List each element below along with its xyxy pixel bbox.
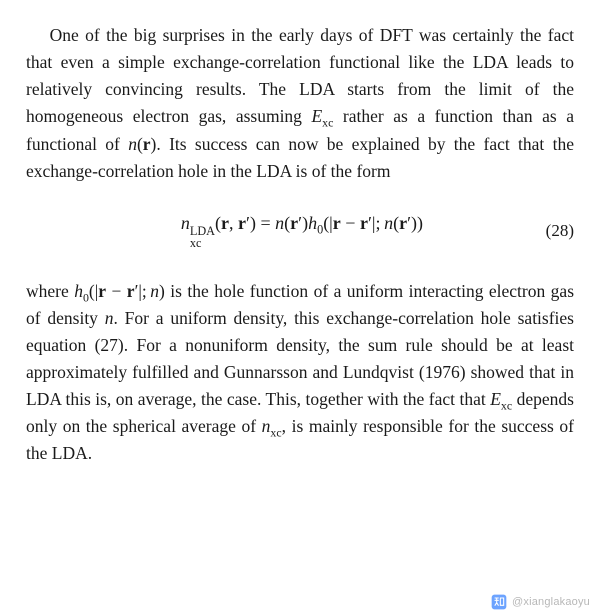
watermark: @xianglakaoyu <box>491 594 590 610</box>
paragraph-1: One of the big surprises in the early da… <box>26 22 574 185</box>
zhihu-logo-icon <box>491 594 507 610</box>
equation-block: nLDAxc(r, r′) = n(r′)h0(|r − r′|; n(r′))… <box>26 213 574 250</box>
equation-28: nLDAxc(r, r′) = n(r′)h0(|r − r′|; n(r′)) <box>181 213 423 250</box>
paragraph-2: where h0(|r − r′|; n) is the hole functi… <box>26 278 574 468</box>
equation-number: (28) <box>534 221 574 241</box>
watermark-handle: @xianglakaoyu <box>512 596 590 608</box>
